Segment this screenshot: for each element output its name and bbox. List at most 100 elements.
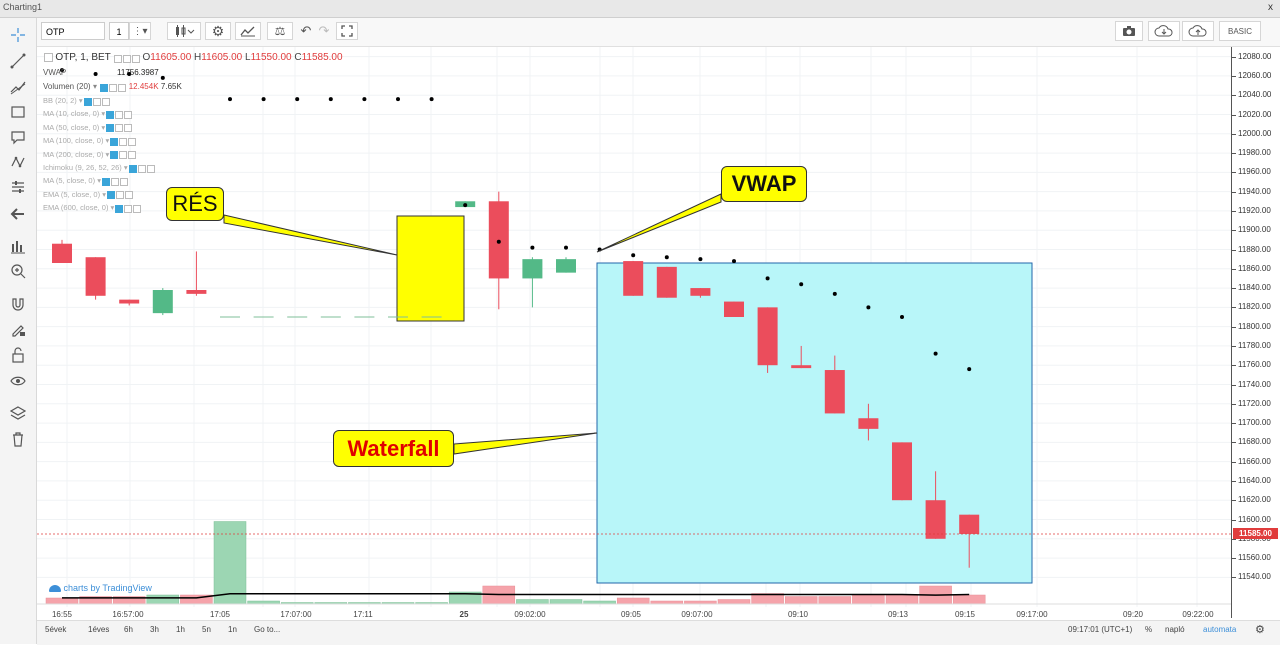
- range-button[interactable]: 6h: [124, 625, 133, 634]
- remove-icon[interactable]: [124, 191, 133, 200]
- legend-indicator-row[interactable]: Ichimoku (9, 26, 52, 26) ▾: [43, 162, 155, 173]
- legend-volume-row[interactable]: Volumen (20) ▾ 12.454K 7.65K: [43, 82, 182, 92]
- log-toggle[interactable]: napló: [1165, 625, 1185, 634]
- collapse-icon[interactable]: [44, 53, 53, 63]
- eye-tool[interactable]: [8, 371, 28, 391]
- auto-toggle[interactable]: automata: [1203, 625, 1237, 634]
- remove-icon[interactable]: [101, 97, 110, 106]
- compare-button[interactable]: ⚖: [267, 22, 293, 40]
- percent-toggle[interactable]: %: [1145, 625, 1153, 634]
- chevron-down-icon[interactable]: ▾: [100, 189, 106, 199]
- goto-button[interactable]: Go to...: [254, 625, 281, 634]
- eye-icon[interactable]: [101, 177, 110, 186]
- settings-small-icon[interactable]: [110, 177, 119, 186]
- interval-select[interactable]: 1: [109, 22, 129, 40]
- legend-indicator-row[interactable]: MA (5, close, 0) ▾: [43, 175, 128, 186]
- legend-vwap-row[interactable]: VWAP 11756.3987: [43, 67, 159, 77]
- legend-indicator-row[interactable]: MA (10, close, 0) ▾: [43, 108, 133, 119]
- symbol-input[interactable]: OTP: [41, 22, 105, 40]
- legend-indicator-row[interactable]: EMA (600, close, 0) ▾: [43, 202, 142, 213]
- chevron-down-icon[interactable]: ▾: [95, 176, 101, 186]
- range-button[interactable]: 1n: [228, 625, 237, 634]
- eye-icon[interactable]: [115, 204, 124, 213]
- screenshot-button[interactable]: [1115, 21, 1143, 41]
- save-layout-button[interactable]: [1182, 21, 1214, 41]
- remove-icon[interactable]: [133, 204, 142, 213]
- unlock-tool[interactable]: [8, 345, 28, 365]
- chart-area[interactable]: 16:55 16:57:00 17:05 17:07:00 17:11 25 09:02:0…: [37, 47, 1231, 618]
- settings-small-icon[interactable]: [137, 164, 146, 173]
- chevron-down-icon[interactable]: ▾: [103, 136, 110, 146]
- load-layout-button[interactable]: [1148, 21, 1180, 41]
- settings-small-icon[interactable]: [115, 191, 124, 200]
- measure-tool[interactable]: [8, 177, 28, 197]
- settings-small-icon[interactable]: [115, 110, 124, 119]
- settings-small-icon[interactable]: [119, 151, 128, 160]
- chevron-down-icon[interactable]: ▾: [103, 149, 110, 159]
- settings-small-icon[interactable]: [119, 137, 128, 146]
- legend-indicator-row[interactable]: EMA (5, close, 0) ▾: [43, 189, 133, 200]
- remove-icon[interactable]: [119, 177, 128, 186]
- range-button[interactable]: 5n: [202, 625, 211, 634]
- indicators-button[interactable]: [235, 22, 261, 40]
- legend-indicator-row[interactable]: MA (100, close, 0) ▾: [43, 135, 137, 146]
- comment-tool[interactable]: [8, 127, 28, 147]
- eye-icon[interactable]: [106, 110, 115, 119]
- eye-icon[interactable]: [106, 191, 115, 200]
- settings-small-icon[interactable]: [115, 124, 124, 133]
- chevron-down-icon[interactable]: ▾: [76, 96, 83, 105]
- undo-button[interactable]: ↶: [297, 22, 315, 40]
- redo-button[interactable]: ↷: [315, 22, 333, 40]
- settings-button[interactable]: ⚙: [205, 22, 231, 40]
- mode-select[interactable]: BASIC: [1219, 21, 1261, 41]
- chart-tool[interactable]: [8, 236, 28, 256]
- remove-icon[interactable]: [146, 164, 155, 173]
- pattern-tool[interactable]: [8, 152, 28, 172]
- range-button[interactable]: 3h: [150, 625, 159, 634]
- remove-icon[interactable]: [118, 83, 127, 92]
- more-menu-button[interactable]: ⋮▾: [129, 22, 151, 40]
- chevron-down-icon[interactable]: ▾: [121, 163, 128, 172]
- visibility-icon[interactable]: [114, 54, 123, 63]
- eye-icon[interactable]: [100, 83, 109, 92]
- legend-indicator-row[interactable]: MA (50, close, 0) ▾: [43, 122, 133, 133]
- remove-icon[interactable]: [124, 124, 133, 133]
- price-chart[interactable]: 16:55 16:57:00 17:05 17:07:00 17:11 25 09:02:0…: [37, 47, 1231, 618]
- remove-icon[interactable]: [128, 151, 137, 160]
- close-icon[interactable]: x: [1268, 2, 1273, 13]
- rect-tool[interactable]: [8, 102, 28, 122]
- settings-small-icon[interactable]: [124, 204, 133, 213]
- price-axis[interactable]: 12080.00 12060.00 12040.00 12020.00 12000.00…: [1231, 47, 1280, 618]
- legend-indicator-row[interactable]: BB (20, 2) ▾: [43, 95, 110, 106]
- range-button[interactable]: 5évek: [45, 625, 67, 634]
- eye-icon[interactable]: [83, 97, 92, 106]
- tradingview-watermark[interactable]: charts by TradingView: [49, 583, 152, 593]
- lock-pencil-tool[interactable]: [8, 319, 28, 339]
- legend-symbol-controls[interactable]: [113, 53, 141, 63]
- legend-indicator-row[interactable]: MA (200, close, 0) ▾: [43, 149, 137, 160]
- range-button[interactable]: 1h: [176, 625, 185, 634]
- magnet-tool[interactable]: [8, 294, 28, 314]
- remove-icon[interactable]: [124, 110, 133, 119]
- back-arrow-tool[interactable]: [8, 204, 28, 224]
- fib-tool[interactable]: [8, 77, 28, 97]
- settings-small-icon[interactable]: [123, 54, 132, 63]
- fullscreen-button[interactable]: [336, 22, 358, 40]
- remove-icon[interactable]: [132, 54, 141, 63]
- layers-tool[interactable]: [8, 403, 28, 423]
- eye-icon[interactable]: [106, 124, 115, 133]
- eye-icon[interactable]: [110, 151, 119, 160]
- chevron-down-icon[interactable]: ▾: [99, 109, 106, 119]
- settings-small-icon[interactable]: [92, 97, 101, 106]
- range-button[interactable]: 1éves: [88, 625, 110, 634]
- trash-tool[interactable]: [8, 429, 28, 449]
- zoom-in-tool[interactable]: [8, 261, 28, 281]
- crosshair-tool[interactable]: [8, 25, 28, 45]
- eye-icon[interactable]: [128, 164, 137, 173]
- remove-icon[interactable]: [128, 137, 137, 146]
- trendline-tool[interactable]: [8, 51, 28, 71]
- chevron-down-icon[interactable]: ▾: [108, 203, 115, 213]
- settings-small-icon[interactable]: [109, 83, 118, 92]
- eye-icon[interactable]: [110, 137, 119, 146]
- gear-icon[interactable]: ⚙: [1255, 624, 1265, 636]
